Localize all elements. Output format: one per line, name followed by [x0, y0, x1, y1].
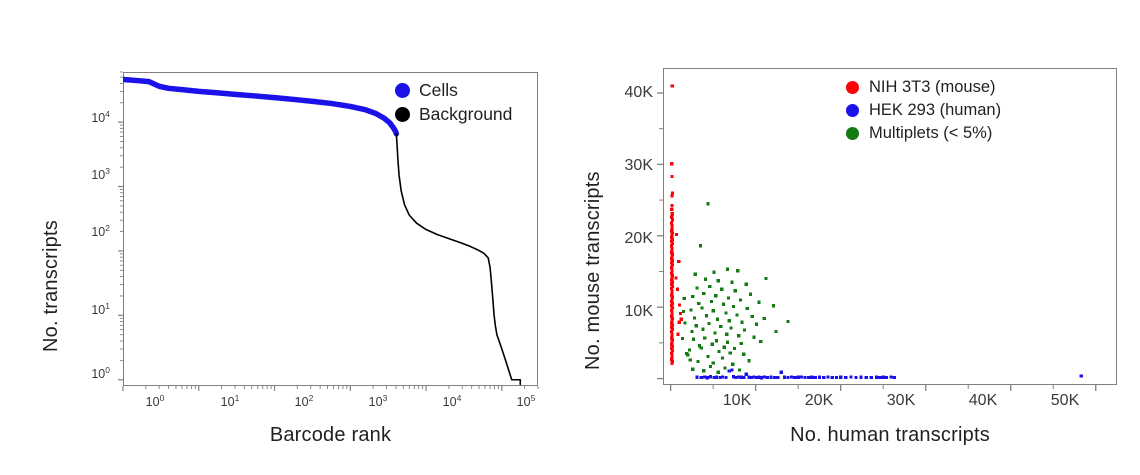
- ytick-label-right-20k: 20K: [624, 230, 653, 247]
- xtick-label-left-2: 102: [294, 393, 314, 410]
- ytick-label-right-10k: 10K: [624, 303, 653, 320]
- legend-label-cells: Cells: [419, 80, 458, 100]
- ytick-label-left-0: 100: [91, 365, 110, 382]
- panel-barnyard: 40K 30K 20K 10K 10K 20K 30K 40K 50K NIH …: [570, 0, 1140, 475]
- ytick-label-left-1: 101: [91, 301, 110, 318]
- legend-dot-background: [395, 107, 410, 122]
- ytick-label-left-2: 102: [91, 223, 110, 240]
- legend-item-background: Background: [395, 104, 512, 125]
- panel-barcode-rank: 104 103 102 101 100 100 101 102 103 104 …: [40, 71, 539, 446]
- legend-label-human: HEK 293 (human): [869, 101, 1002, 119]
- legend-label-background: Background: [419, 104, 513, 124]
- legend-item-human: HEK 293 (human): [846, 101, 1001, 120]
- legend-left: Cells Background: [395, 80, 512, 128]
- legend-dot-multiplets: [846, 127, 859, 140]
- xtick-label-right-20k: 20K: [804, 392, 834, 409]
- yaxis-title-right: No. mouse transcripts: [582, 171, 604, 370]
- xtick-label-left-0: 100: [145, 393, 165, 410]
- xtick-label-right-40k: 40K: [968, 392, 998, 409]
- ytick-label-left-4: 104: [91, 109, 110, 126]
- xtick-label-right-30k: 30K: [886, 392, 916, 409]
- legend-right: NIH 3T3 (mouse) HEK 293 (human) Multiple…: [846, 78, 1001, 147]
- xtick-label-left-1: 101: [220, 393, 240, 410]
- legend-item-mouse: NIH 3T3 (mouse): [846, 78, 1001, 97]
- ytick-label-right-30k: 30K: [624, 157, 653, 174]
- yaxis-title-left: No. transcripts: [40, 220, 62, 352]
- xaxis-title-right: No. human transcripts: [790, 424, 990, 446]
- xaxis-title-left: Barcode rank: [269, 424, 392, 446]
- ytick-label-left-3: 103: [91, 166, 110, 183]
- legend-label-multiplets: Multiplets (< 5%): [869, 124, 993, 142]
- legend-item-cells: Cells: [395, 80, 512, 101]
- legend-dot-cells: [395, 83, 410, 98]
- xtick-label-left-4: 104: [442, 393, 462, 410]
- ytick-label-right-40k: 40K: [624, 84, 653, 101]
- legend-item-multiplets: Multiplets (< 5%): [846, 124, 1001, 143]
- legend-dot-mouse: [846, 81, 859, 94]
- xtick-label-right-50k: 50K: [1050, 392, 1080, 409]
- plot-frame-right: [663, 68, 1117, 385]
- legend-dot-human: [846, 104, 859, 117]
- xtick-label-left-5: 105: [516, 393, 536, 410]
- legend-label-mouse: NIH 3T3 (mouse): [869, 78, 996, 96]
- xtick-label-left-3: 103: [368, 393, 388, 410]
- xtick-label-right-10k: 10K: [722, 392, 752, 409]
